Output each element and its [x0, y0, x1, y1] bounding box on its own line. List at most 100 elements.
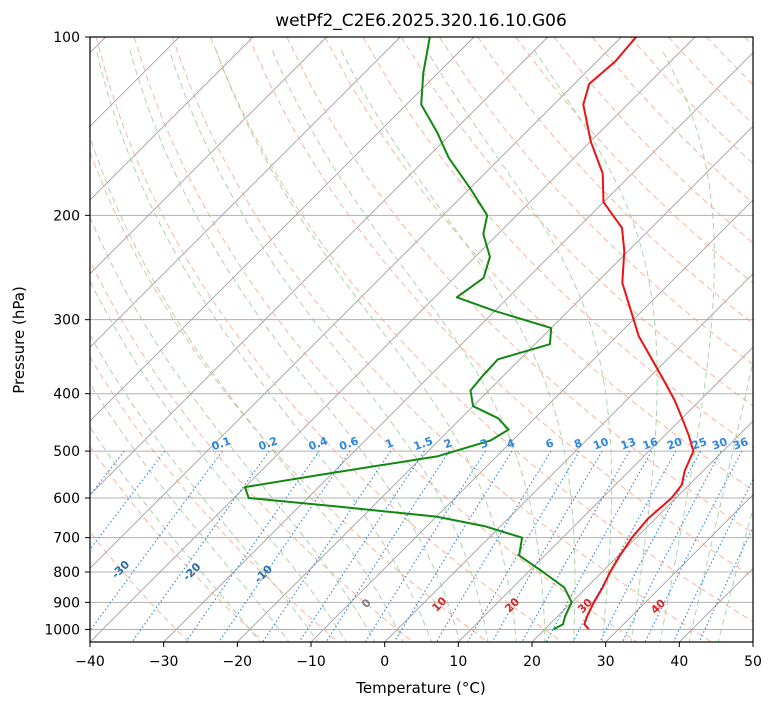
x-tick-label: 30: [597, 654, 615, 670]
dry-adiabat-line: [90, 356, 340, 642]
dry-adiabat-line: [95, 37, 564, 642]
moist-adiabat-line: [659, 49, 715, 642]
moist-adiabat-line: [90, 426, 261, 642]
mixing-ratio-label: 2: [442, 436, 454, 451]
y-tick-label: 900: [53, 595, 80, 611]
x-tick-label: 50: [744, 654, 762, 670]
x-tick-label: −30: [149, 654, 179, 670]
mixing-ratio-line: [298, 450, 425, 642]
dry-adiabat-line: [248, 37, 753, 578]
dry-adiabat-line: [324, 37, 753, 491]
mixing-ratio-label: 0.2: [257, 434, 280, 453]
plot-area: [90, 37, 753, 642]
mixing-ratio-line: [325, 450, 450, 642]
moist-adiabat-line: [425, 49, 613, 642]
dry-adiabat-line: [90, 150, 489, 642]
mixing-ratio-label: 4: [505, 436, 517, 451]
x-axis-title: Temperature (°C): [355, 679, 485, 697]
isotherm-line: [90, 37, 622, 569]
mixing-ratio-line: [644, 450, 743, 642]
y-tick-label: 800: [53, 565, 80, 581]
moist-adiabat-line: [271, 49, 546, 642]
y-tick-label: 500: [53, 444, 80, 460]
isotherm-line: [90, 37, 696, 642]
moist-adiabat-line: [90, 382, 290, 642]
mixing-ratio-line: [466, 450, 580, 642]
moist-adiabat-line: [340, 49, 576, 642]
dry-adiabat-line: [210, 37, 753, 623]
moist-adiabat-line: [129, 49, 461, 642]
mixing-ratio-label: 30: [710, 435, 729, 453]
moist-adiabat-line: [95, 49, 432, 642]
isotherm-line: [531, 420, 753, 642]
mixing-ratio-line: [364, 450, 486, 642]
x-tick-label: 20: [523, 654, 541, 670]
mixing-ratio-label: 0.4: [307, 434, 330, 453]
mixing-ratio-line: [672, 478, 753, 642]
isotherm-line: [90, 37, 328, 275]
dry-adiabat-line: [171, 37, 713, 642]
x-tick-label: −10: [296, 654, 326, 670]
dry-adiabat-line: [477, 37, 753, 325]
dry-adiabat-line: [90, 445, 265, 642]
mixing-ratio-label: 6: [544, 436, 556, 451]
isotherm-line: [457, 346, 753, 642]
isotherm-line: [90, 37, 475, 422]
series-layer: [243, 37, 695, 631]
mixing-ratio-line: [131, 450, 270, 642]
moist-adiabat-line: [533, 49, 658, 642]
mixing-ratio-label: 1.5: [412, 434, 435, 453]
y-tick-label: 300: [53, 313, 80, 329]
mixing-ratio-label: 36: [731, 435, 750, 453]
dry-adiabat-line: [133, 37, 638, 642]
moist-adiabat-line: [90, 334, 319, 642]
isotherm-line: [163, 52, 753, 642]
axes: −40 −30 −20 −10 0 10 20 30 40 5010020030040050060…: [44, 30, 762, 670]
mixing-ratio-label: 3: [478, 436, 490, 451]
chart-title: wetPf2_C2E6.2025.320.16.10.G06: [275, 11, 567, 31]
dry-adiabat-line: [362, 37, 753, 449]
x-tick-label: 0: [380, 654, 389, 670]
dry-adiabat-line: [90, 531, 190, 642]
isotherm-line: [90, 37, 254, 201]
y-tick-label: 100: [53, 30, 80, 46]
moist-adiabat-line: [717, 506, 753, 642]
plot-frame: [89, 36, 754, 643]
mixing-ratio-line: [621, 450, 722, 642]
isotherm-line: [236, 125, 753, 642]
moist-adiabat-line: [90, 135, 404, 642]
moist-adiabat-line: [90, 279, 347, 642]
y-tick-label: 600: [53, 491, 80, 507]
moist-adiabat-line: [688, 358, 753, 642]
y-axis-title: Pressure (hPa): [10, 286, 28, 394]
y-tick-label: 700: [53, 531, 80, 547]
isotherm-line: [90, 37, 401, 348]
mixing-ratio-label: 8: [572, 436, 584, 451]
dry-adiabat-line: [90, 259, 414, 642]
y-tick-label: 1000: [44, 622, 80, 638]
mixing-ratio-label: 16: [641, 435, 660, 453]
y-tick-label: 400: [53, 387, 80, 403]
x-tick-label: −40: [75, 654, 105, 670]
isotherm-line: [605, 494, 753, 642]
moist-adiabat-line: [215, 49, 518, 642]
temperature-profile-line: [582, 37, 695, 631]
mixing-ratio-label: 10: [591, 435, 610, 453]
isotherm-line: [90, 37, 549, 496]
mixing-ratio-label: 0.6: [338, 434, 361, 453]
mixing-ratio-line: [572, 450, 677, 642]
mixing-ratio-label: 13: [619, 435, 638, 452]
x-tick-label: 40: [670, 654, 688, 670]
isotherm-line: [384, 273, 753, 642]
dry-adiabat-line: [286, 37, 753, 534]
background-lines: [90, 37, 753, 642]
moist-adiabat-line: [168, 49, 489, 642]
mixing-ratio-label: 25: [690, 435, 709, 452]
y-tick-label: 200: [53, 208, 80, 224]
mixing-ratio-line: [262, 450, 392, 642]
x-tick-label: −20: [223, 654, 253, 670]
mixing-ratio-line: [698, 526, 753, 642]
mixing-ratio-label: 1: [384, 436, 396, 451]
mixing-ratio-label: 0.1: [210, 434, 233, 453]
